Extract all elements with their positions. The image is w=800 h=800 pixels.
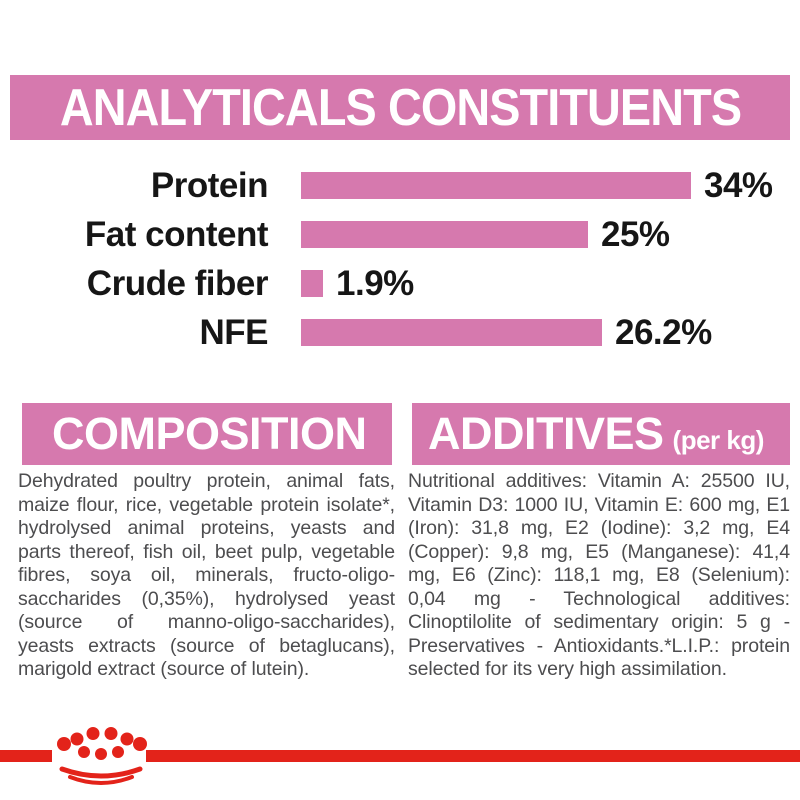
- chart-row: Protein 34%: [0, 161, 800, 210]
- composition-header: COMPOSITION: [22, 403, 392, 465]
- composition-body: Dehydrated poultry protein, animal fats,…: [18, 470, 395, 680]
- additives-body: Nutritional additives: Vitamin A: 25500 …: [408, 470, 790, 680]
- chart-row: NFE 26.2%: [0, 308, 800, 357]
- chart-row: Fat content 25%: [0, 210, 800, 259]
- chart-bar: [301, 221, 588, 248]
- chart-bar: [301, 172, 691, 199]
- chart-category-label: NFE: [199, 312, 269, 352]
- analyticals-banner-title: ANALYTICALS CONSTITUENTS: [59, 78, 741, 137]
- royal-canin-crown-logo: [57, 727, 147, 785]
- chart-value-label: 26.2%: [615, 312, 712, 352]
- chart-value-label: 25%: [601, 214, 670, 254]
- chart-category-label: Protein: [150, 165, 269, 205]
- chart-value-label: 34%: [704, 165, 773, 205]
- additives-title: ADDITIVES: [428, 408, 664, 459]
- footer-red-band: [0, 750, 800, 762]
- chart-bar: [301, 319, 602, 346]
- composition-title: COMPOSITION: [52, 408, 367, 459]
- additives-title-suffix: (per kg): [672, 425, 765, 455]
- chart-category-label: Crude fiber: [86, 263, 269, 303]
- chart-value-label: 1.9%: [336, 263, 414, 303]
- chart-category-label: Fat content: [84, 214, 269, 254]
- additives-header: ADDITIVES (per kg): [412, 403, 790, 465]
- analyticals-banner: ANALYTICALS CONSTITUENTS: [10, 75, 790, 140]
- chart-bar: [301, 270, 323, 297]
- chart-row: Crude fiber 1.9%: [0, 259, 800, 308]
- analyticals-chart: Protein 34% Fat content 25% Crude fiber 1.9% N…: [0, 161, 800, 357]
